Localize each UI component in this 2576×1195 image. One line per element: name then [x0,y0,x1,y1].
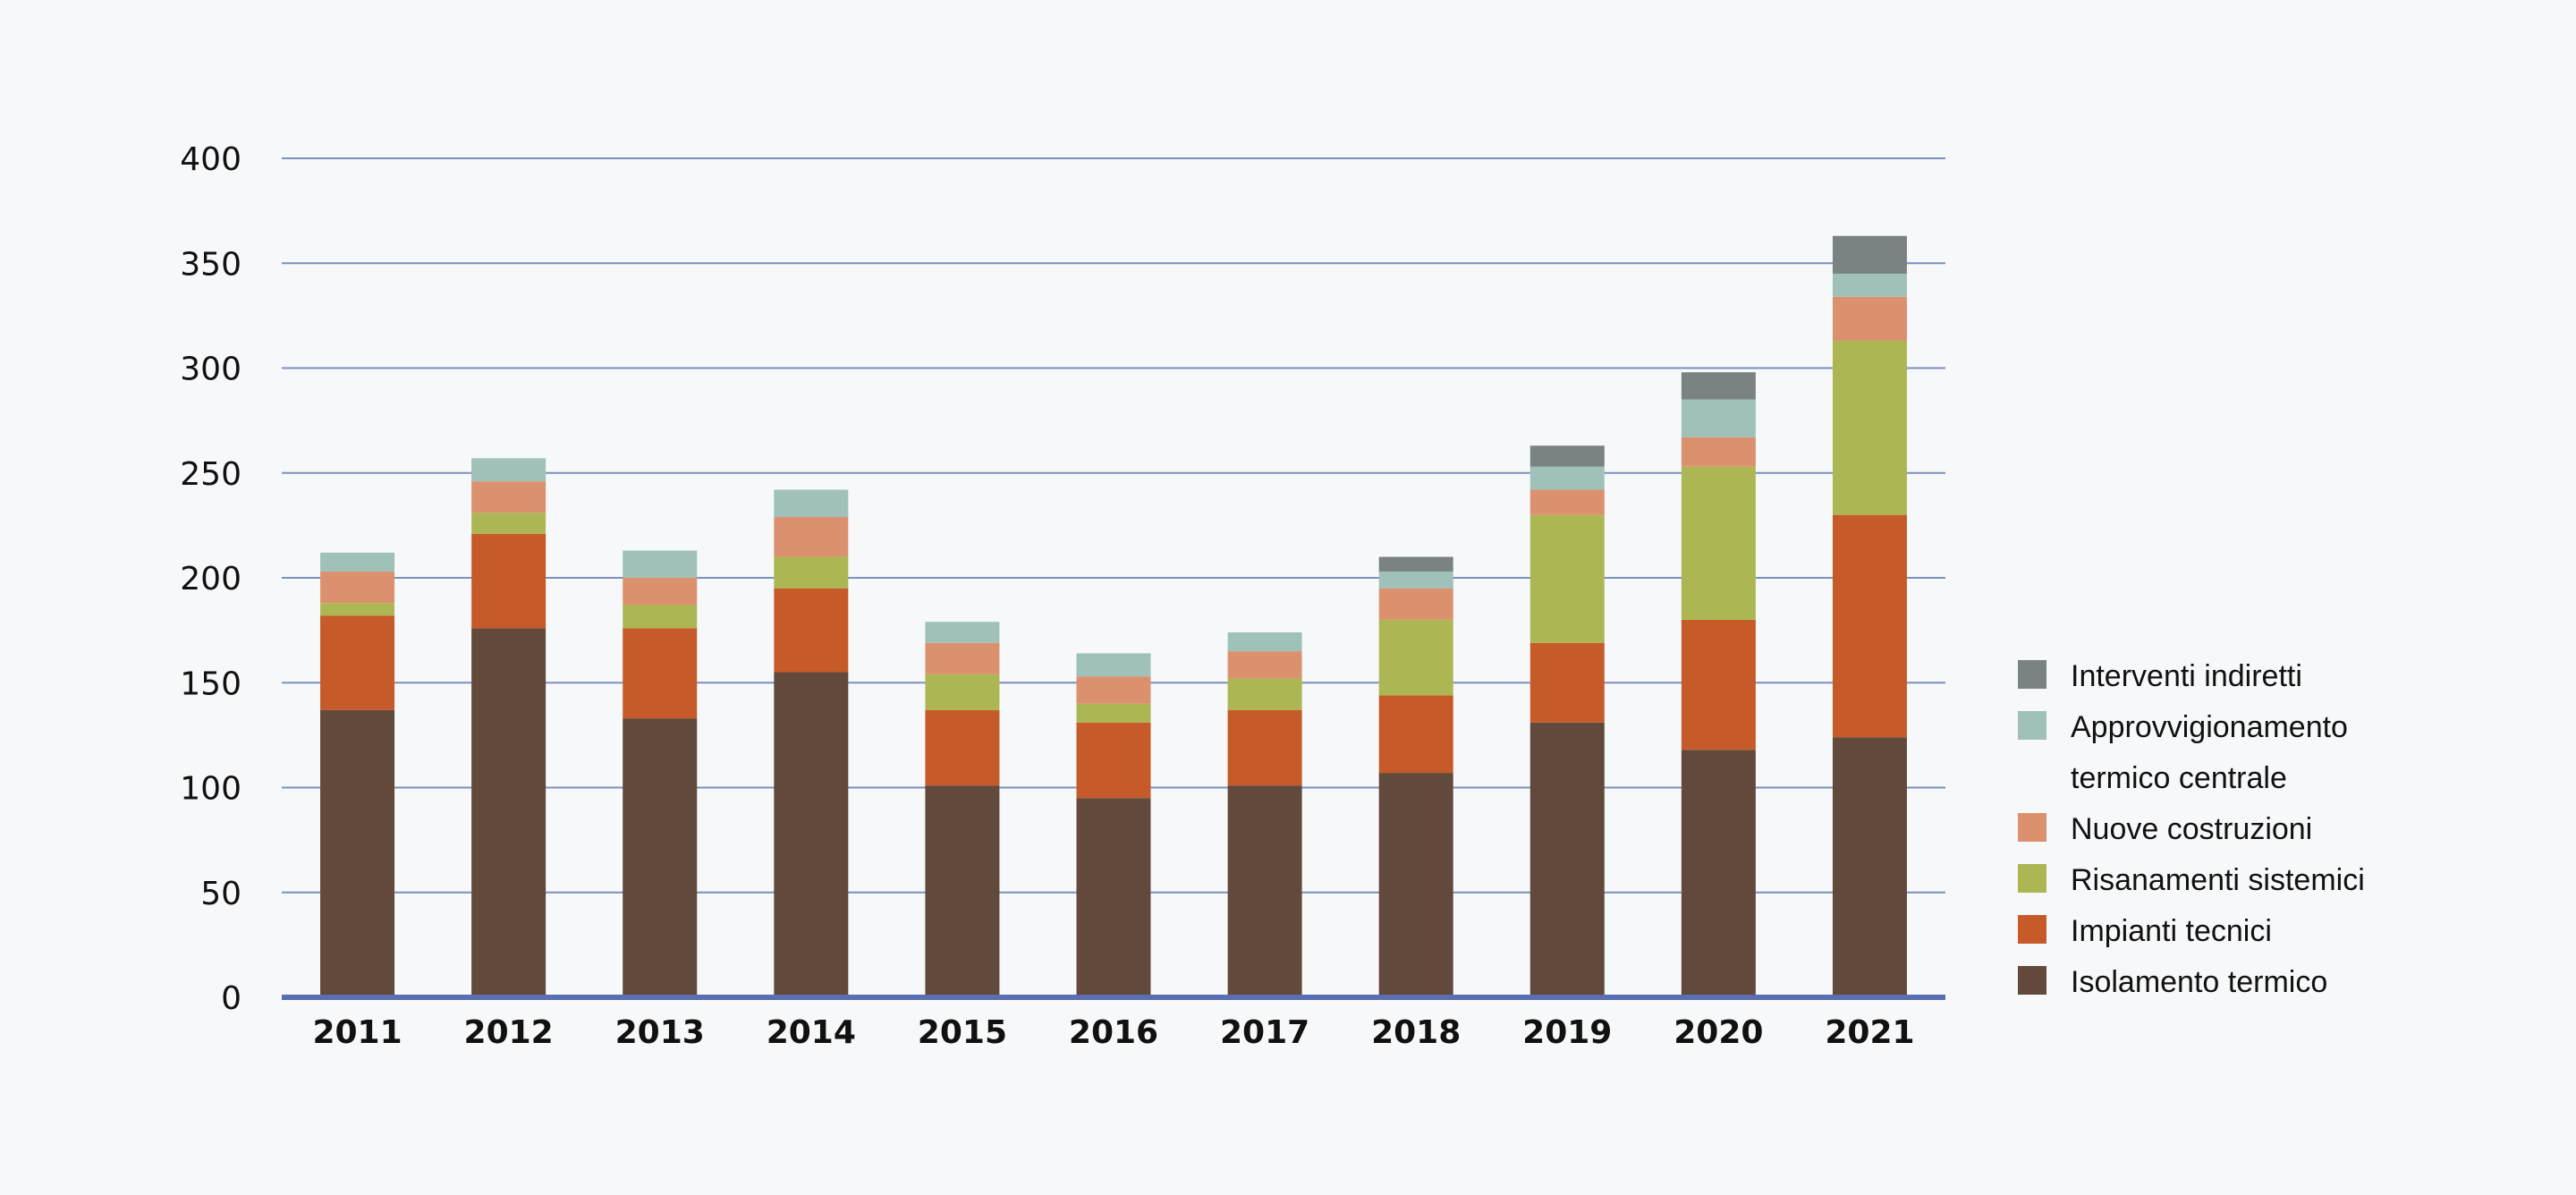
bar-segment-impianti-tecnici-2011 [320,615,395,710]
bar-segment-risanamenti-sistemici-2014 [774,556,849,589]
bar-segment-risanamenti-sistemici-2012 [471,513,547,534]
bar-segment-impianti-tecnici-2021 [1832,514,1907,738]
y-tick-label: 200 [180,561,242,598]
bar-segment-isolamento-termico-2011 [320,709,395,997]
x-tick-label: 2012 [464,1014,554,1051]
bar-segment-approvvigionamento-termico-centrale-2016 [1076,653,1151,677]
bar-segment-approvvigionamento-termico-centrale-2017 [1227,631,1302,652]
bar-segment-approvvigionamento-termico-centrale-2012 [471,458,547,482]
bar-segment-approvvigionamento-termico-centrale-2018 [1378,571,1453,589]
bar-segment-impianti-tecnici-2012 [471,533,547,629]
x-tick-label: 2020 [1674,1014,1763,1051]
x-tick-label: 2013 [615,1014,705,1051]
y-tick-label: 350 [180,246,242,283]
bar-segment-approvvigionamento-termico-centrale-2020 [1681,399,1756,437]
y-tick-label: 400 [180,141,242,178]
legend-label: Isolamento termico [2071,965,2327,999]
bar-segment-isolamento-termico-2020 [1681,750,1756,997]
y-tick-label: 100 [180,771,242,808]
bars [320,235,1907,997]
x-tick-label: 2018 [1371,1014,1461,1051]
bar-segment-nuove-costruzioni-2020 [1681,436,1756,467]
bar-segment-risanamenti-sistemici-2021 [1832,341,1907,515]
legend-swatch [2018,711,2046,740]
bar-segment-interventi-indiretti-2020 [1681,372,1756,400]
bar-segment-approvvigionamento-termico-centrale-2011 [320,552,395,572]
bar-segment-nuove-costruzioni-2019 [1530,489,1605,515]
bar-segment-risanamenti-sistemici-2020 [1681,466,1756,620]
y-tick-label: 300 [180,352,242,388]
bar-segment-impianti-tecnici-2016 [1076,722,1151,799]
x-tick-label: 2021 [1825,1014,1914,1051]
bar-segment-impianti-tecnici-2017 [1227,709,1302,786]
bar-segment-risanamenti-sistemici-2015 [925,674,1000,710]
bar-segment-risanamenti-sistemici-2017 [1227,678,1302,710]
bar-segment-risanamenti-sistemici-2019 [1530,514,1605,643]
legend-swatch [2018,660,2046,689]
x-tick-label: 2017 [1220,1014,1309,1051]
y-tick-label: 250 [180,456,242,493]
legend-label: Interventi indiretti [2071,659,2302,693]
bar-segment-impianti-tecnici-2020 [1681,619,1756,750]
legend-label: Risanamenti sistemici [2071,863,2365,897]
legend: Interventi indiretti Approvvigionamento te… [2018,659,2365,999]
bar-segment-interventi-indiretti-2018 [1378,556,1453,572]
legend-label: Approvvigionamento [2071,710,2348,744]
bar-segment-nuove-costruzioni-2011 [320,571,395,604]
bar-segment-isolamento-termico-2013 [623,718,698,997]
legend-swatch [2018,966,2046,995]
bar-segment-approvvigionamento-termico-centrale-2014 [774,489,849,517]
bar-segment-isolamento-termico-2015 [925,785,1000,997]
bar-segment-impianti-tecnici-2014 [774,588,849,673]
bar-segment-isolamento-termico-2019 [1530,722,1605,997]
bar-segment-risanamenti-sistemici-2016 [1076,703,1151,723]
y-tick-label: 50 [200,876,242,912]
legend-label: Impianti tecnici [2071,914,2272,948]
bar-segment-nuove-costruzioni-2012 [471,481,547,513]
bar-segment-nuove-costruzioni-2014 [774,516,849,557]
legend-swatch [2018,915,2046,944]
bar-segment-approvvigionamento-termico-centrale-2019 [1530,466,1605,490]
bar-segment-impianti-tecnici-2019 [1530,642,1605,723]
bar-segment-isolamento-termico-2017 [1227,785,1302,997]
bar-segment-risanamenti-sistemici-2018 [1378,619,1453,696]
bar-segment-nuove-costruzioni-2016 [1076,676,1151,704]
axes: 0 50 100 150 200 250 300 350 400 2011 2012 2013 2014… [180,141,1945,1051]
legend-label: termico centrale [2071,761,2287,795]
bar-segment-isolamento-termico-2021 [1832,737,1907,997]
legend-swatch [2018,864,2046,893]
bar-segment-nuove-costruzioni-2015 [925,642,1000,674]
y-tick-label: 150 [180,665,242,702]
bar-segment-approvvigionamento-termico-centrale-2015 [925,622,1000,643]
bar-segment-interventi-indiretti-2021 [1832,235,1907,274]
legend-swatch [2018,813,2046,842]
x-tick-label: 2015 [918,1014,1007,1051]
bar-segment-risanamenti-sistemici-2013 [623,605,698,629]
bar-segment-nuove-costruzioni-2017 [1227,651,1302,679]
bar-segment-impianti-tecnici-2015 [925,709,1000,786]
bar-segment-impianti-tecnici-2013 [623,628,698,719]
x-tick-label: 2019 [1522,1014,1612,1051]
bar-segment-isolamento-termico-2012 [471,628,547,997]
bar-segment-approvvigionamento-termico-centrale-2013 [623,550,698,578]
bar-segment-isolamento-termico-2018 [1378,773,1453,997]
bar-segment-interventi-indiretti-2019 [1530,445,1605,467]
bar-segment-approvvigionamento-termico-centrale-2021 [1832,273,1907,297]
bar-segment-isolamento-termico-2016 [1076,798,1151,997]
x-tick-label: 2014 [767,1014,856,1051]
bar-segment-isolamento-termico-2014 [774,672,849,997]
bar-segment-nuove-costruzioni-2021 [1832,296,1907,342]
bar-segment-nuove-costruzioni-2013 [623,578,698,606]
legend-label: Nuove costruzioni [2071,812,2312,846]
y-tick-label: 0 [221,980,242,1017]
bar-segment-nuove-costruzioni-2018 [1378,588,1453,620]
x-tick-label: 2016 [1069,1014,1158,1051]
x-tick-label: 2011 [312,1014,402,1051]
bar-segment-risanamenti-sistemici-2011 [320,603,395,616]
bar-segment-impianti-tecnici-2018 [1378,695,1453,774]
